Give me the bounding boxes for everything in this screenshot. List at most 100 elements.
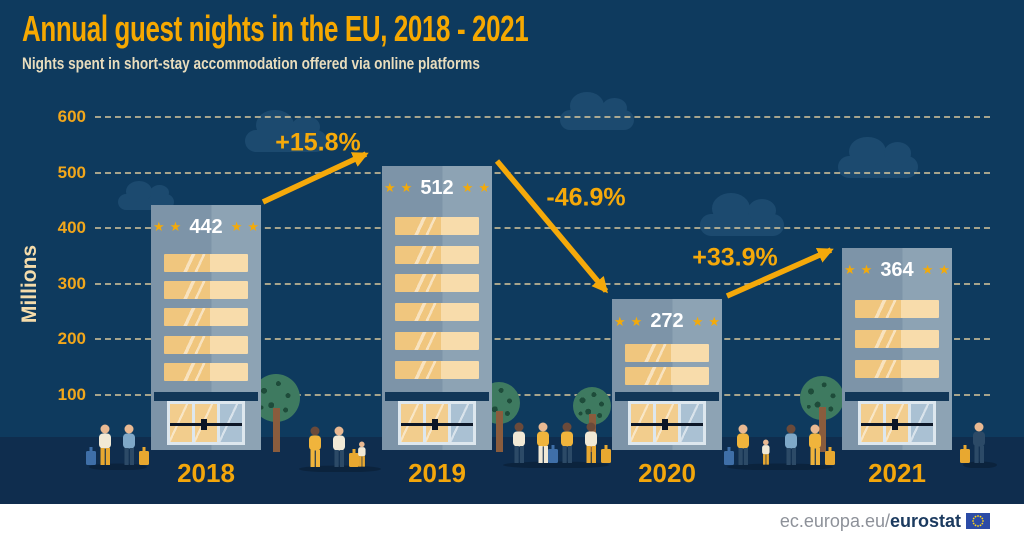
bar-value-label: 364 <box>880 258 914 281</box>
footer-url-prefix: ec.europa.eu/ <box>779 510 890 531</box>
window <box>855 299 939 318</box>
star-icon: ★ <box>630 313 643 329</box>
entrance-awning <box>154 391 258 401</box>
bar-value-label: 512 <box>420 176 454 199</box>
window <box>164 362 248 381</box>
building-2020: ★ ★ 272 ★ ★ <box>612 299 722 450</box>
star-icon: ★ <box>230 219 243 235</box>
star-icon: ★ <box>153 219 165 235</box>
pedestrians <box>296 424 384 477</box>
window <box>164 253 248 272</box>
star-icon: ★ <box>400 180 413 196</box>
door-handle <box>432 418 438 430</box>
cloud <box>245 103 327 153</box>
pedestrians <box>500 420 612 473</box>
x-axis-label: 2018 <box>177 458 235 488</box>
footer-url-brand: eurostat <box>889 510 961 531</box>
entrance-awning <box>615 391 719 401</box>
star-icon: ★ <box>614 313 626 329</box>
star-icon: ★ <box>478 180 490 196</box>
star-rating-row: ★ ★ 512 ★ ★ <box>382 166 492 204</box>
percent-change-label: +15.8% <box>275 128 361 157</box>
star-icon: ★ <box>169 219 182 235</box>
window <box>855 329 939 348</box>
y-tick-label: 500 <box>57 162 86 182</box>
x-axis-label: 2021 <box>868 458 926 488</box>
window <box>395 303 479 322</box>
door-handle <box>662 418 668 430</box>
percent-change-label: +33.9% <box>692 243 778 272</box>
cloud-shape <box>149 184 169 201</box>
window <box>625 344 709 363</box>
x-axis-label: 2020 <box>638 458 696 488</box>
star-icon: ★ <box>247 219 259 235</box>
window <box>625 367 709 385</box>
hotel-entrance <box>842 391 952 450</box>
star-icon: ★ <box>691 313 704 329</box>
cloud-shape <box>883 142 911 165</box>
cloud-shape <box>602 97 628 118</box>
x-axis-label: 2019 <box>408 458 466 488</box>
tree-trunk <box>818 406 826 452</box>
tree-trunk <box>495 411 503 452</box>
window <box>395 216 479 235</box>
cloud-shape <box>849 136 886 167</box>
y-tick-label: 400 <box>57 218 86 237</box>
window-column <box>151 243 261 392</box>
window <box>164 335 248 354</box>
cloud-shape <box>125 180 152 202</box>
window <box>395 332 479 351</box>
window <box>855 359 939 378</box>
gridline <box>95 338 990 340</box>
percent-change-label: -46.9% <box>546 183 626 212</box>
cloud <box>560 86 634 131</box>
window <box>164 308 248 327</box>
gridline <box>95 116 990 118</box>
entrance-awning <box>385 391 489 401</box>
y-tick-label: 300 <box>57 273 86 293</box>
building-2018: ★ ★ 442 ★ ★ <box>151 204 261 450</box>
hotel-entrance <box>151 391 261 450</box>
door-handle <box>892 418 898 430</box>
footer-bar: ec.europa.eu/eurostat <box>0 504 1024 538</box>
star-icon: ★ <box>384 180 396 196</box>
tree-foliage <box>800 376 844 420</box>
cloud-shape <box>711 193 751 225</box>
window <box>395 361 479 380</box>
window-column <box>842 286 952 392</box>
entrance-awning <box>845 391 949 401</box>
star-icon: ★ <box>921 262 934 278</box>
gridline <box>95 171 990 174</box>
y-tick-label: 600 <box>57 107 86 126</box>
pedestrians <box>724 422 836 475</box>
star-icon: ★ <box>938 262 950 278</box>
star-icon: ★ <box>860 262 873 278</box>
star-icon: ★ <box>844 262 856 278</box>
window-column <box>612 337 722 392</box>
cloud <box>700 186 784 237</box>
star-rating-row: ★ ★ 364 ★ ★ <box>842 248 952 286</box>
tree-trunk <box>272 407 280 452</box>
star-icon: ★ <box>461 180 474 196</box>
window <box>164 281 248 300</box>
star-rating-row: ★ ★ 442 ★ ★ <box>151 205 261 243</box>
star-icon: ★ <box>708 313 720 329</box>
y-tick-label: 100 <box>57 384 86 404</box>
gridline <box>95 393 990 396</box>
cloud-shape <box>570 92 605 120</box>
eu-flag-icon <box>966 513 990 529</box>
y-axis-title: Millions <box>18 244 41 324</box>
bar-value-label: 272 <box>650 310 684 333</box>
window <box>395 245 479 264</box>
y-tick-label: 200 <box>57 329 86 348</box>
pedestrians <box>960 420 1000 473</box>
star-rating-row: ★ ★ 272 ★ ★ <box>612 299 722 337</box>
page-subtitle: Nights spent in short-stay accommodation… <box>22 54 480 73</box>
cloud-shape <box>256 109 295 141</box>
window-column <box>382 204 492 392</box>
window <box>395 274 479 293</box>
building-2019: ★ ★ 512 ★ ★ <box>382 165 492 450</box>
bar-value-label: 442 <box>189 215 223 238</box>
door-handle <box>201 418 207 430</box>
